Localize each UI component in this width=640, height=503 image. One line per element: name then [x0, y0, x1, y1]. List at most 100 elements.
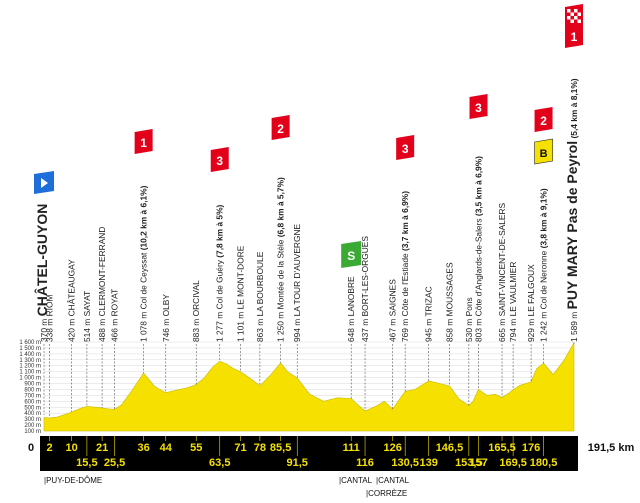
waypoint-elevation: 1 589 m	[569, 309, 579, 342]
km-marker: 116	[356, 457, 374, 469]
y-tick-label: 1 300 m	[19, 358, 41, 364]
waypoint-label: 1 589 m PUY MARY Pas de Peyrol (5,4 km à…	[564, 78, 580, 342]
waypoint-name: LANOBRE	[346, 276, 356, 316]
km-marker: 71	[234, 442, 246, 454]
start-badge	[34, 171, 54, 194]
badge-label: 1	[571, 30, 578, 44]
waypoint-label: 665 m SAINT-VINCENT-DE-SALERS	[497, 202, 507, 342]
waypoint-elevation: 1 250 m	[276, 309, 286, 342]
km-marker: 15,5	[76, 457, 97, 469]
km-marker: 126	[384, 442, 402, 454]
km-marker: 146,5	[436, 442, 464, 454]
climb-category-badge: 3	[469, 94, 488, 119]
waypoint-name: RIOM	[45, 295, 55, 317]
waypoint-drop-lines	[43, 342, 575, 417]
waypoint-name: ROYAT	[110, 289, 120, 317]
waypoint-name: Côte d'Anglards-de-Salers	[474, 218, 484, 316]
y-tick-label: 100 m	[24, 429, 41, 435]
km-marker: 63,5	[209, 457, 230, 469]
y-tick-label: 1 600 m	[19, 340, 41, 346]
badge-shape	[210, 147, 229, 172]
y-tick-label: 1 400 m	[19, 352, 41, 358]
waypoint-label: 467 m SAIGNES	[388, 279, 398, 342]
waypoint-label: 338 m RIOM	[45, 295, 55, 342]
checker-square	[577, 19, 581, 23]
y-tick-label: 900 m	[24, 382, 41, 388]
waypoint-label: 370 m CHÂTEL-GUYON	[33, 204, 50, 342]
km-marker: 85,5	[270, 442, 291, 454]
department-label: |PUY-DE-DÔME	[44, 476, 102, 485]
badge-shape	[271, 115, 290, 140]
y-tick-label: 700 m	[24, 393, 41, 399]
climb-category-badge: 2	[271, 115, 290, 140]
waypoint-name: Col de Ceyssat	[139, 252, 149, 309]
km-marker: 55	[190, 442, 202, 454]
badge-shape	[534, 138, 553, 165]
waypoint-elevation: 1 242 m	[539, 309, 549, 342]
checker-square	[570, 12, 574, 16]
badge-shape	[534, 107, 553, 132]
km-marker: 25,5	[104, 457, 125, 469]
waypoint-label: 863 m LA BOURBOULE	[255, 251, 265, 342]
climb-category-badge: 1	[134, 129, 153, 154]
waypoint-name: LE FALGOUX	[526, 264, 536, 317]
y-tick-label: 1 100 m	[19, 370, 41, 376]
badge-label: 3	[402, 142, 409, 156]
waypoint-elevation: 994 m	[292, 316, 302, 342]
climb-stats: (3,5 km à 6,9%)	[474, 156, 484, 219]
badge-label: 2	[540, 114, 547, 128]
waypoint-elevation: 883 m	[191, 316, 201, 342]
waypoint-elevation: 648 m	[346, 316, 356, 342]
km-marker: 44	[160, 442, 173, 454]
waypoint-name: Montée de la Stèle	[276, 239, 286, 309]
climb-stats: (3,7 km à 6,9%)	[400, 191, 410, 254]
waypoint-label: 530 m Pons	[464, 297, 474, 342]
waypoint-elevation: 420 m	[67, 316, 77, 342]
y-tick-label: 600 m	[24, 399, 41, 405]
waypoint-name: SAYAT	[82, 291, 92, 317]
waypoint-label: 488 m CLERMONT-FERRAND	[97, 227, 107, 342]
waypoint-label: 1 101 m LE MONT-DORE	[236, 245, 246, 342]
waypoint-elevation: 467 m	[388, 316, 398, 342]
waypoint-elevation: 769 m	[400, 316, 410, 342]
waypoint-elevation: 929 m	[526, 316, 536, 342]
waypoint-name: CLERMONT-FERRAND	[97, 227, 107, 317]
finish-flag-icon	[565, 4, 583, 27]
badge-label: S	[347, 249, 355, 263]
waypoint-label: 437 m BORT-LES-ORGUES	[360, 236, 370, 342]
waypoint-elevation: 794 m	[508, 316, 518, 342]
department-label: |CANTAL	[376, 476, 410, 485]
waypoint-name: Col de Neronne	[539, 250, 549, 309]
checker-square	[577, 12, 581, 16]
waypoint-name: OLBY	[161, 294, 171, 317]
bonus-badge: B	[534, 138, 553, 165]
waypoint-name: Côte de l'Estiade	[400, 253, 410, 316]
badge-shape	[565, 23, 583, 48]
waypoint-label: 746 m OLBY	[161, 294, 171, 342]
km-marker: 157	[469, 457, 487, 469]
waypoint-name: LE MONT-DORE	[236, 245, 246, 309]
km-marker: 111	[343, 442, 360, 454]
waypoint-elevation: 488 m	[97, 316, 107, 342]
waypoint-label: 420 m CHÂTEAUGAY	[67, 259, 77, 342]
climb-badges: 1 3 2 S 3 3 2 B 1	[34, 4, 583, 268]
km-marker: 165,5	[488, 442, 516, 454]
waypoint-elevation: 1 078 m	[139, 309, 149, 342]
waypoint-name: BORT-LES-ORGUES	[360, 236, 370, 317]
waypoint-label: 994 m LA TOUR D'AUVERGNE	[292, 223, 302, 342]
km-marker: 91,5	[287, 457, 308, 469]
waypoint-name: CHÂTEAUGAY	[67, 259, 77, 316]
department-labels: |PUY-DE-DÔME |CANTAL |CANTAL |CORRÈZE	[44, 476, 410, 498]
badge-label: 3	[475, 101, 482, 115]
climb-category-badge: 1	[565, 23, 583, 48]
waypoint-label: 945 m TRIZAC	[424, 286, 434, 342]
elevation-profile	[43, 341, 575, 432]
climb-category-badge: 3	[396, 135, 415, 160]
sprint-badge: S	[341, 241, 362, 268]
y-tick-label: 300 m	[24, 417, 41, 423]
checker-square	[574, 9, 578, 13]
waypoint-elevation: 437 m	[360, 316, 370, 342]
waypoint-label: 514 m SAYAT	[82, 291, 92, 342]
checker-square	[567, 9, 571, 13]
km-marker: 153,5	[455, 457, 483, 469]
